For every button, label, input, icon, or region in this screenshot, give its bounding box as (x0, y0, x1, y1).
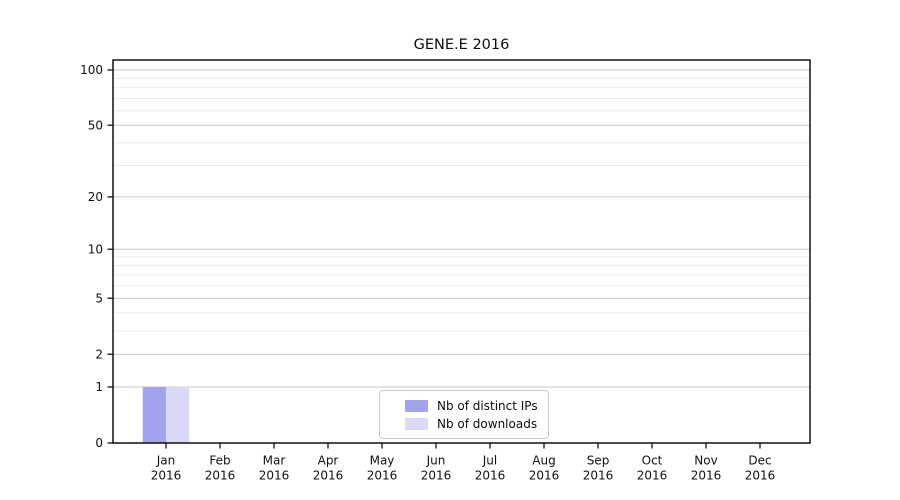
x-tick-label-dec-year: 2016 (745, 469, 776, 483)
legend-swatch-distinct-ips-icon (405, 400, 428, 412)
x-tick-label-dec: Dec (748, 454, 771, 468)
axes-frame (112, 59, 811, 444)
legend-label-distinct-ips: Nb of distinct IPs (437, 399, 538, 413)
x-tick-label-jan-year: 2016 (151, 469, 182, 483)
x-tick-label-nov-year: 2016 (691, 469, 722, 483)
x-tick-label-oct-year: 2016 (637, 469, 668, 483)
x-tick-label-mar-year: 2016 (259, 469, 290, 483)
y-tick-label-2: 2 (95, 347, 103, 361)
x-tick-label-jun-year: 2016 (421, 469, 452, 483)
legend-swatch-downloads-icon (405, 418, 428, 430)
x-tick-label-jul-year: 2016 (475, 469, 506, 483)
x-tick-label-feb: Feb (209, 454, 230, 468)
y-tick-label-10: 10 (88, 242, 103, 256)
x-tick-label-jan: Jan (156, 454, 176, 468)
x-tick-label-mar: Mar (263, 454, 286, 468)
legend: Nb of distinct IPs Nb of downloads (379, 390, 549, 439)
y-tick-label-5: 5 (95, 291, 103, 305)
y-tick-label-20: 20 (88, 190, 103, 204)
x-tick-label-may: May (370, 454, 395, 468)
y-tick-label-0: 0 (95, 436, 103, 450)
chart-title: GENE.E 2016 (413, 37, 510, 53)
bar-nb-of-downloads-jan (166, 387, 190, 443)
x-tick-label-may-year: 2016 (367, 469, 398, 483)
legend-label-downloads: Nb of downloads (437, 417, 538, 431)
x-tick-label-nov: Nov (694, 454, 717, 468)
x-tick-label-sep: Sep (587, 454, 610, 468)
x-tick-label-apr-year: 2016 (313, 469, 344, 483)
legend-item-distinct-ips: Nb of distinct IPs (380, 397, 548, 415)
y-tick-label-100: 100 (80, 63, 103, 77)
legend-item-downloads: Nb of downloads (380, 415, 548, 433)
x-tick-label-oct: Oct (642, 454, 663, 468)
y-tick-label-1: 1 (95, 380, 103, 394)
x-tick-label-feb-year: 2016 (205, 469, 236, 483)
x-tick-label-sep-year: 2016 (583, 469, 614, 483)
x-tick-label-aug: Aug (532, 454, 555, 468)
x-tick-label-jun: Jun (426, 454, 446, 468)
x-tick-label-jul: Jul (482, 454, 497, 468)
bar-nb-of-distinct-ips-jan (142, 387, 166, 443)
x-tick-label-apr: Apr (318, 454, 339, 468)
y-tick-label-50: 50 (88, 118, 103, 132)
x-tick-label-aug-year: 2016 (529, 469, 560, 483)
